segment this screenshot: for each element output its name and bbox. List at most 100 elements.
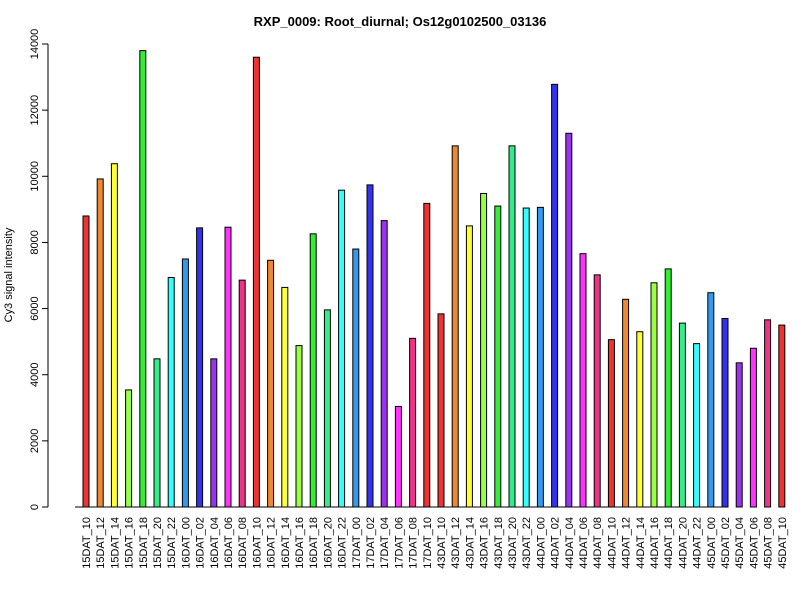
- x-tick-label: 16DAT_22: [337, 517, 349, 569]
- bar-44DAT_20: [678, 322, 686, 508]
- x-tick-label: 44DAT_04: [564, 517, 576, 569]
- bar-43DAT_22: [522, 207, 530, 508]
- bar-16DAT_14: [281, 286, 289, 508]
- x-tick-label: 43DAT_12: [450, 517, 462, 569]
- y-tick-label: 12000: [29, 95, 41, 126]
- x-tick-label: 45DAT_00: [706, 517, 718, 569]
- y-tick-label: 14000: [29, 29, 41, 60]
- bar-45DAT_08: [764, 319, 772, 508]
- x-tick-label: 16DAT_04: [209, 517, 221, 569]
- x-tick-label: 16DAT_14: [280, 517, 292, 569]
- x-tick-label: 44DAT_00: [535, 517, 547, 569]
- bar-17DAT_10: [423, 202, 431, 508]
- bar-15DAT_18: [139, 50, 147, 508]
- y-tick-label: 6000: [29, 296, 41, 320]
- x-tick-label: 17DAT_00: [351, 517, 363, 569]
- x-tick-label: 43DAT_14: [464, 517, 476, 569]
- bar-44DAT_22: [693, 343, 701, 508]
- bar-44DAT_02: [551, 83, 559, 508]
- x-tick-label: 16DAT_16: [294, 517, 306, 569]
- x-tick-label: 15DAT_20: [152, 517, 164, 569]
- x-tick-label: 16DAT_02: [195, 517, 207, 569]
- bar-16DAT_06: [224, 226, 232, 508]
- x-tick-label: 44DAT_14: [635, 517, 647, 569]
- x-tick-label: 16DAT_08: [237, 517, 249, 569]
- bar-44DAT_06: [579, 253, 587, 508]
- bar-16DAT_12: [267, 259, 275, 508]
- bar-44DAT_16: [650, 282, 658, 508]
- x-tick-label: 44DAT_16: [649, 517, 661, 569]
- bar-44DAT_10: [607, 339, 615, 508]
- bar-16DAT_10: [252, 56, 260, 508]
- x-tick-label: 15DAT_16: [124, 517, 136, 569]
- bar-44DAT_00: [536, 206, 544, 508]
- x-tick-label: 43DAT_10: [436, 517, 448, 569]
- bar-17DAT_04: [380, 220, 388, 508]
- x-tick-label: 17DAT_08: [408, 517, 420, 569]
- x-tick-label: 45DAT_06: [748, 517, 760, 569]
- x-tick-label: 17DAT_06: [393, 517, 405, 569]
- y-tick-label: 10000: [29, 161, 41, 192]
- bar-43DAT_16: [480, 192, 488, 508]
- bar-45DAT_02: [721, 317, 729, 508]
- bar-16DAT_16: [295, 345, 303, 508]
- bar-16DAT_04: [210, 358, 218, 508]
- y-tick-label: 8000: [29, 230, 41, 254]
- bar-44DAT_18: [664, 268, 672, 508]
- bar-16DAT_02: [196, 227, 204, 508]
- x-tick-label: 16DAT_10: [251, 517, 263, 569]
- bar-15DAT_14: [110, 163, 118, 508]
- bar-15DAT_16: [125, 389, 133, 508]
- bar-45DAT_06: [749, 347, 757, 508]
- bar-15DAT_22: [167, 276, 175, 508]
- x-tick-label: 45DAT_02: [720, 517, 732, 569]
- y-tick-label: 0: [29, 504, 41, 510]
- x-tick-label: 44DAT_08: [592, 517, 604, 569]
- bar-17DAT_08: [409, 337, 417, 508]
- bar-17DAT_00: [352, 248, 360, 508]
- bar-17DAT_02: [366, 184, 374, 508]
- bar-44DAT_14: [636, 331, 644, 508]
- x-tick-label: 45DAT_10: [777, 517, 789, 569]
- x-tick-label: 17DAT_04: [379, 517, 391, 569]
- x-tick-label: 44DAT_02: [550, 517, 562, 569]
- x-tick-label: 16DAT_06: [223, 517, 235, 569]
- bar-45DAT_04: [735, 362, 743, 508]
- x-tick-label: 44DAT_12: [621, 517, 633, 569]
- bar-43DAT_18: [494, 205, 502, 508]
- bar-16DAT_20: [323, 309, 331, 508]
- bar-43DAT_10: [437, 313, 445, 508]
- bar-43DAT_12: [451, 145, 459, 508]
- x-tick-label: 45DAT_08: [763, 517, 775, 569]
- bar-17DAT_06: [394, 405, 402, 508]
- bar-44DAT_08: [593, 274, 601, 508]
- bar-16DAT_08: [238, 279, 246, 508]
- x-tick-label: 15DAT_12: [95, 517, 107, 569]
- x-tick-label: 44DAT_18: [663, 517, 675, 569]
- bar-16DAT_22: [338, 189, 346, 508]
- x-tick-label: 43DAT_20: [507, 517, 519, 569]
- bar-15DAT_20: [153, 358, 161, 508]
- bar-15DAT_12: [96, 178, 104, 508]
- x-tick-label: 45DAT_04: [734, 517, 746, 569]
- bar-43DAT_20: [508, 145, 516, 508]
- bar-44DAT_04: [565, 132, 573, 508]
- bar-16DAT_18: [309, 233, 317, 508]
- x-tick-label: 44DAT_10: [606, 517, 618, 569]
- x-tick-label: 15DAT_10: [81, 517, 93, 569]
- bar-15DAT_10: [82, 215, 90, 508]
- x-tick-label: 44DAT_22: [692, 517, 704, 569]
- x-tick-label: 43DAT_22: [521, 517, 533, 569]
- x-tick-label: 16DAT_12: [266, 517, 278, 569]
- x-tick-label: 15DAT_22: [166, 517, 178, 569]
- x-tick-label: 43DAT_18: [493, 517, 505, 569]
- y-axis-label: Cy3 signal intensity: [3, 227, 15, 322]
- x-axis-labels: 15DAT_10 15DAT_12 15DAT_14 15DAT_16 15DAT_18…: [81, 517, 789, 569]
- x-tick-label: 17DAT_02: [365, 517, 377, 569]
- bar-44DAT_12: [622, 298, 630, 508]
- y-tick-label: 2000: [29, 429, 41, 453]
- x-tick-label: 43DAT_16: [479, 517, 491, 569]
- x-tick-label: 15DAT_14: [109, 517, 121, 569]
- chart-title: RXP_0009: Root_diurnal; Os12g0102500_031…: [254, 14, 547, 29]
